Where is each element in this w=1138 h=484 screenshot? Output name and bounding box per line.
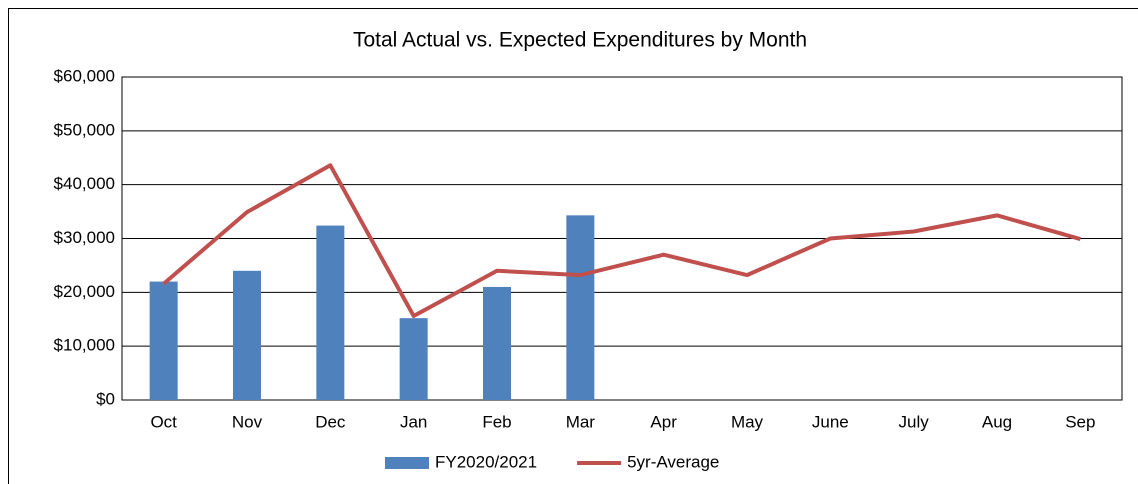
x-tick-label: Oct — [150, 412, 177, 431]
legend-label: 5yr-Average — [627, 452, 719, 471]
y-tick-label: $0 — [96, 389, 115, 408]
bar — [566, 215, 595, 400]
y-tick-label: $20,000 — [54, 282, 115, 301]
line — [162, 163, 1081, 319]
x-tick-label: Mar — [566, 412, 596, 431]
x-tick-label: Sep — [1065, 412, 1095, 431]
y-tick-label: $40,000 — [54, 174, 115, 193]
x-tick-label: July — [899, 412, 930, 431]
legend-swatch — [385, 457, 429, 469]
y-tick-label: $30,000 — [54, 228, 115, 247]
x-tick-label: Aug — [982, 412, 1012, 431]
chart-border — [8, 8, 1138, 484]
x-tick-label: Feb — [482, 412, 511, 431]
bar — [149, 281, 178, 400]
x-tick-label: Nov — [232, 412, 263, 431]
x-tick-label: May — [731, 412, 764, 431]
bar — [316, 225, 345, 400]
bar — [399, 318, 428, 400]
y-tick-label: $60,000 — [54, 66, 115, 85]
x-tick-label: Dec — [315, 412, 346, 431]
x-tick-label: June — [812, 412, 849, 431]
y-tick-label: $10,000 — [54, 336, 115, 355]
chart-title: Total Actual vs. Expected Expenditures b… — [353, 29, 807, 52]
bar — [233, 270, 261, 400]
x-tick-label: Apr — [650, 412, 677, 431]
legend-label: FY2020/2021 — [435, 452, 537, 471]
x-tick-label: Jan — [400, 412, 427, 431]
bar — [483, 286, 511, 400]
y-tick-label: $50,000 — [54, 120, 115, 139]
